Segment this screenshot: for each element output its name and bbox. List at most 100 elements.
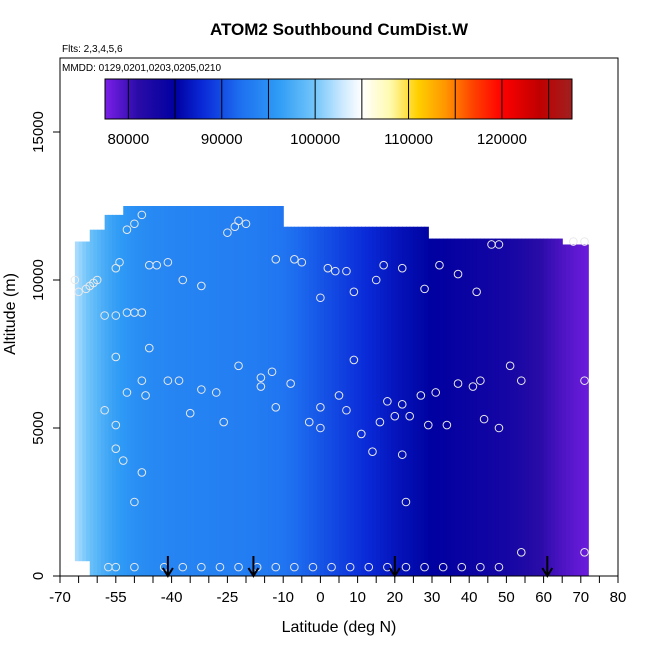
- heatmap-cell: [365, 226, 370, 576]
- data-point: [383, 397, 392, 406]
- heatmap-cell: [286, 226, 292, 576]
- data-point: [420, 284, 429, 294]
- data-point: [453, 379, 463, 388]
- heatmap-cell: [249, 206, 255, 576]
- data-point: [115, 257, 124, 267]
- heatmap-cell: [584, 244, 589, 577]
- x-tick-label: -25: [217, 589, 239, 606]
- data-point: [304, 417, 314, 427]
- heatmap-cell: [89, 229, 95, 576]
- data-point: [569, 237, 578, 246]
- data-point: [297, 257, 307, 267]
- data-point: [197, 385, 206, 394]
- heatmap-cell: [472, 238, 478, 576]
- data-point: [357, 429, 366, 439]
- data-point: [420, 562, 429, 572]
- colorbar-tick-label: 80000: [107, 131, 149, 148]
- heatmap-cell: [268, 206, 273, 576]
- heatmap-cell: [290, 226, 295, 576]
- heatmap-cell: [216, 206, 221, 576]
- data-point: [130, 219, 139, 229]
- data-point: [516, 548, 526, 557]
- heatmap-cell: [130, 206, 135, 576]
- data-point: [271, 254, 281, 264]
- mmdd-note: MMDD: 0129,0201,0203,0205,0210: [62, 63, 221, 74]
- data-point: [368, 447, 377, 456]
- data-point: [330, 266, 340, 276]
- data-point: [144, 343, 154, 353]
- heatmap-cell: [476, 238, 481, 576]
- heatmap-cell: [532, 238, 537, 576]
- heatmap-cell: [435, 238, 441, 576]
- data-point: [345, 562, 355, 572]
- heatmap-cell: [428, 238, 433, 576]
- heatmap-cell: [301, 226, 307, 576]
- data-point: [494, 240, 504, 249]
- heatmap-cell: [480, 238, 485, 576]
- heatmap-cell: [134, 206, 139, 576]
- heatmap-cell: [272, 206, 277, 576]
- data-point: [442, 420, 452, 430]
- heatmap-cell: [193, 206, 199, 576]
- heatmap-cell: [309, 226, 314, 576]
- data-point: [215, 562, 225, 572]
- data-point: [130, 497, 139, 507]
- heatmap-cell: [536, 238, 541, 576]
- data-point: [141, 391, 150, 400]
- data-point: [234, 361, 243, 371]
- data-point: [163, 376, 173, 385]
- data-point: [111, 311, 121, 320]
- heatmap-cell: [138, 206, 143, 576]
- data-point: [234, 216, 243, 226]
- data-point: [349, 355, 359, 365]
- heatmap-cell: [469, 238, 474, 576]
- heatmap-cell: [104, 214, 109, 576]
- x-tick-label: 30: [424, 589, 441, 606]
- data-point: [323, 263, 333, 273]
- data-point: [100, 311, 109, 320]
- data-point: [163, 257, 173, 267]
- heatmap-cell: [298, 226, 303, 576]
- data-point: [100, 405, 109, 415]
- data-point: [137, 308, 147, 317]
- heatmap-cell: [461, 238, 467, 576]
- y-tick-label: 10000: [30, 259, 47, 301]
- heatmap-cell: [227, 206, 232, 576]
- data-point: [74, 287, 83, 297]
- heatmap-cell: [246, 206, 251, 576]
- colorbar-tick-label: 100000: [290, 131, 340, 148]
- heatmap-cell: [197, 206, 202, 576]
- heatmap-cell: [577, 244, 582, 577]
- flights-note: Flts: 2,3,4,5,6: [62, 44, 123, 55]
- heatmap-cell: [487, 238, 493, 576]
- heatmap-cell: [565, 244, 571, 577]
- data-point: [334, 391, 344, 400]
- heatmap-cell: [223, 206, 228, 576]
- data-point: [416, 391, 426, 400]
- data-point: [137, 210, 147, 220]
- data-point: [111, 444, 121, 454]
- heatmap-cell: [186, 206, 191, 576]
- heatmap-cell: [543, 238, 548, 576]
- heatmap-cell: [179, 206, 184, 576]
- data-point: [401, 562, 411, 572]
- heatmap-cell: [346, 226, 351, 576]
- heatmap-cell: [320, 226, 325, 576]
- heatmap-cell: [82, 241, 87, 562]
- data-point: [316, 293, 325, 303]
- x-axis-label: Latitude (deg N): [282, 619, 397, 636]
- heatmap-cell: [279, 206, 284, 576]
- heatmap-cell: [86, 241, 91, 562]
- data-point: [185, 408, 195, 418]
- heatmap-cell: [446, 238, 452, 576]
- heatmap-cell: [182, 206, 188, 576]
- heatmap-cell: [339, 226, 344, 576]
- heatmap-cell: [234, 206, 240, 576]
- data-point: [453, 269, 463, 279]
- heatmap-cell: [551, 238, 556, 576]
- x-tick-label: 10: [349, 589, 366, 606]
- heatmap-cell: [74, 241, 80, 562]
- data-point: [219, 417, 228, 427]
- data-point: [92, 275, 102, 285]
- heatmap-cell: [484, 238, 489, 576]
